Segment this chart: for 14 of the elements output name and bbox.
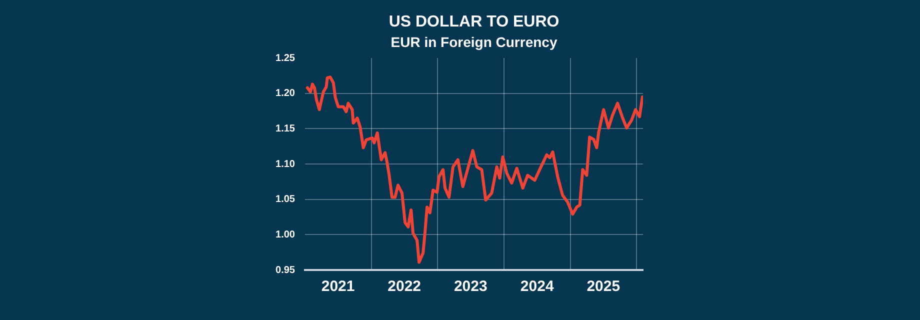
y-tick-label: 1.25	[276, 52, 296, 64]
y-tick-label: 1.05	[276, 194, 296, 206]
chart-subtitle: EUR in Foreign Currency	[390, 34, 558, 50]
x-tick-label: 2021	[321, 278, 355, 296]
y-tick-label: 1.10	[276, 158, 296, 170]
x-tick-label: 2023	[454, 278, 488, 296]
chart-title: US DOLLAR TO EURO	[388, 13, 560, 30]
y-tick-label: 1.20	[276, 88, 296, 100]
x-tick-label: 2025	[586, 278, 620, 296]
x-tick-label: 2024	[520, 278, 554, 296]
y-tick-label: 1.15	[276, 123, 296, 134]
y-tick-label: 1.00	[276, 229, 296, 240]
x-tick-label: 2022	[388, 278, 422, 296]
y-tick-label: 0.95	[276, 264, 296, 276]
